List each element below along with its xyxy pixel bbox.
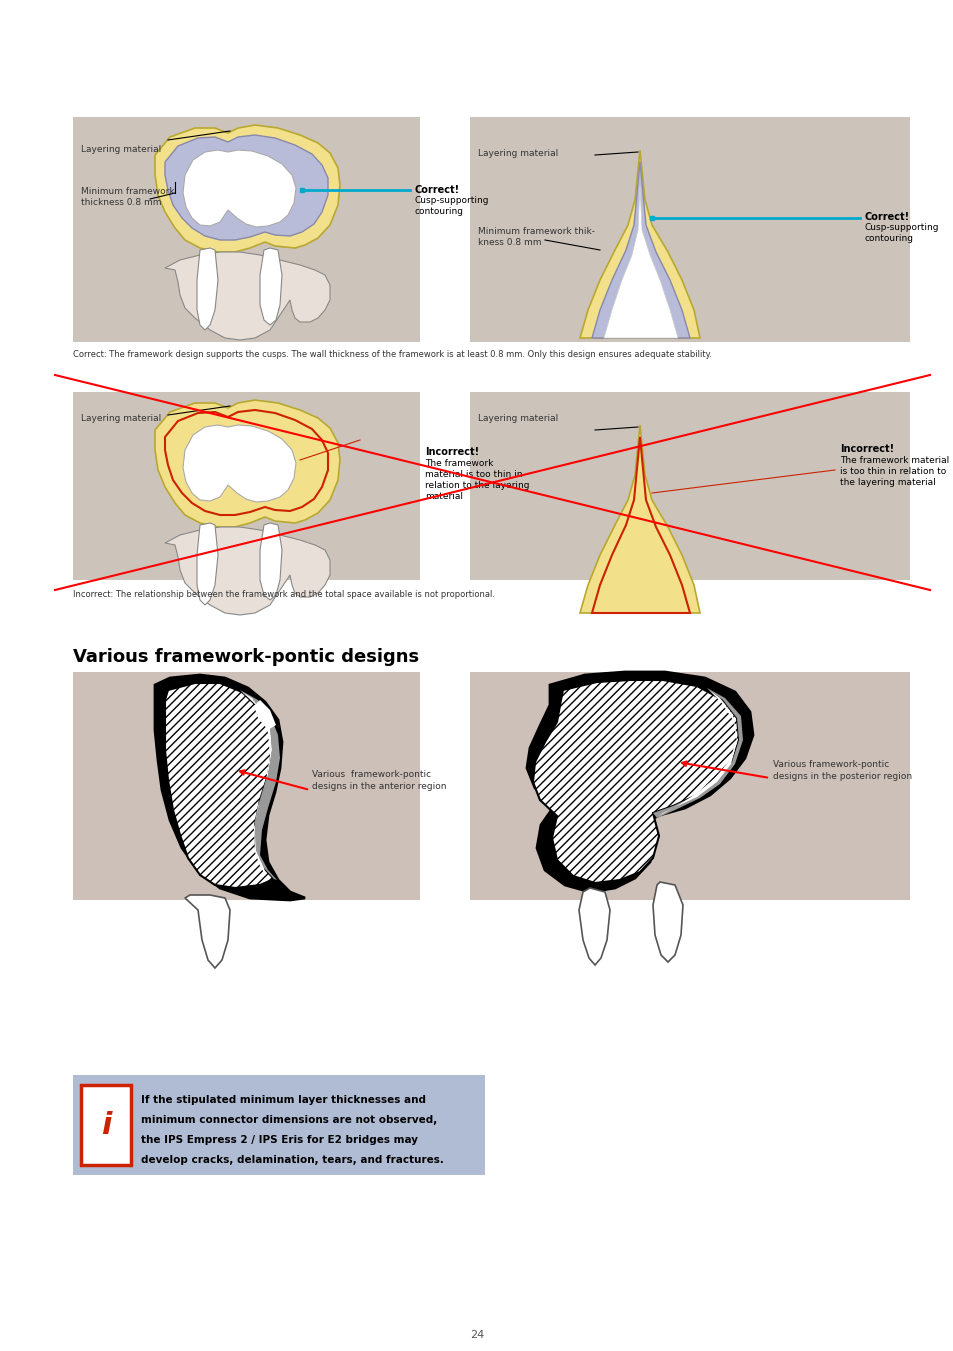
Polygon shape	[240, 690, 280, 880]
Bar	[81, 1085, 131, 1165]
Polygon shape	[578, 888, 609, 965]
Text: material: material	[424, 492, 462, 501]
Text: contouring: contouring	[864, 234, 913, 243]
Polygon shape	[242, 692, 272, 875]
Polygon shape	[533, 680, 739, 884]
Text: Layering material: Layering material	[81, 145, 161, 154]
Text: Layering material: Layering material	[81, 413, 161, 423]
Text: Various framework-pontic: Various framework-pontic	[772, 761, 888, 769]
Polygon shape	[579, 426, 700, 613]
Polygon shape	[165, 527, 330, 615]
Text: is too thin in relation to: is too thin in relation to	[840, 467, 945, 476]
Bar	[73, 671, 419, 900]
Polygon shape	[183, 426, 295, 503]
Polygon shape	[165, 135, 328, 240]
Text: contouring: contouring	[415, 207, 463, 216]
Text: the layering material: the layering material	[840, 478, 935, 486]
Polygon shape	[526, 671, 752, 892]
Polygon shape	[165, 253, 330, 340]
Text: Incorrect!: Incorrect!	[840, 444, 893, 454]
Text: Cusp-supporting: Cusp-supporting	[864, 223, 939, 232]
Text: designs in the posterior region: designs in the posterior region	[772, 771, 911, 781]
Text: thickness 0.8 mm: thickness 0.8 mm	[81, 199, 161, 207]
Text: Various  framework-pontic: Various framework-pontic	[312, 770, 431, 780]
Polygon shape	[154, 126, 339, 253]
Polygon shape	[260, 523, 282, 600]
Text: Minimum framework thik-: Minimum framework thik-	[477, 227, 595, 236]
Polygon shape	[533, 680, 739, 884]
Polygon shape	[579, 150, 700, 338]
Polygon shape	[185, 894, 230, 969]
Polygon shape	[165, 684, 274, 888]
Text: Incorrect: The relationship between the framework and the total space available : Incorrect: The relationship between the …	[73, 590, 495, 598]
Bar	[73, 118, 419, 342]
Text: Correct!: Correct!	[864, 212, 909, 222]
Polygon shape	[165, 684, 274, 888]
Text: Incorrect!: Incorrect!	[424, 447, 478, 457]
Polygon shape	[592, 162, 689, 338]
Bar	[73, 392, 419, 580]
Text: Layering material: Layering material	[477, 413, 558, 423]
Text: develop cracks, delamination, tears, and fractures.: develop cracks, delamination, tears, and…	[141, 1155, 443, 1165]
Text: Correct: The framework design supports the cusps. The wall thickness of the fram: Correct: The framework design supports t…	[73, 350, 711, 359]
Polygon shape	[183, 150, 295, 227]
Polygon shape	[196, 249, 218, 330]
Text: minimum connector dimensions are not observed,: minimum connector dimensions are not obs…	[141, 1115, 436, 1125]
Bar	[470, 118, 909, 342]
Polygon shape	[253, 700, 275, 730]
Text: kness 0.8 mm: kness 0.8 mm	[477, 238, 541, 247]
Text: The framework: The framework	[424, 459, 493, 467]
Polygon shape	[652, 882, 682, 962]
Text: Minimum framework: Minimum framework	[81, 186, 174, 196]
Text: Correct!: Correct!	[415, 185, 459, 195]
Polygon shape	[652, 688, 742, 817]
Text: Layering material: Layering material	[477, 149, 558, 158]
Text: The framework material: The framework material	[840, 457, 948, 465]
Text: Cusp-supporting: Cusp-supporting	[415, 196, 489, 205]
Text: Various framework-pontic designs: Various framework-pontic designs	[73, 648, 418, 666]
Text: designs in the anterior region: designs in the anterior region	[312, 782, 446, 790]
Polygon shape	[659, 688, 737, 816]
Text: material is too thin in: material is too thin in	[424, 470, 522, 480]
Polygon shape	[603, 185, 678, 338]
Text: If the stipulated minimum layer thicknesses and: If the stipulated minimum layer thicknes…	[141, 1096, 426, 1105]
Polygon shape	[154, 676, 305, 900]
Text: the IPS Empress 2 / IPS Eris for E2 bridges may: the IPS Empress 2 / IPS Eris for E2 brid…	[141, 1135, 417, 1146]
Polygon shape	[260, 249, 282, 326]
Text: relation to the layering: relation to the layering	[424, 481, 529, 490]
Polygon shape	[196, 523, 218, 605]
Polygon shape	[154, 400, 339, 527]
Bar	[470, 392, 909, 580]
Bar	[470, 671, 909, 900]
Bar	[73, 1075, 484, 1175]
Text: 24: 24	[470, 1329, 483, 1340]
Text: i: i	[101, 1111, 112, 1139]
